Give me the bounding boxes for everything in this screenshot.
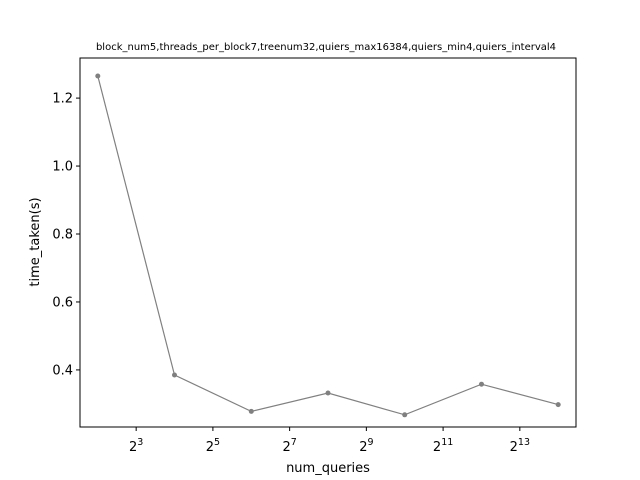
y-axis-label: time_taken(s)	[28, 197, 43, 286]
data-point	[172, 372, 177, 378]
x-tick-label-base: 2	[510, 440, 518, 455]
y-tick-label: 0.4	[52, 363, 73, 378]
x-tick-label-base: 2	[359, 440, 367, 455]
x-tick-label: 211	[433, 437, 453, 455]
y-tick-label: 0.8	[52, 228, 73, 243]
y-tick-label: 0.6	[52, 295, 73, 310]
x-tick-label-exponent: 5	[214, 437, 220, 448]
data-point	[479, 381, 484, 387]
y-axis-ticks: 0.4 0.6 0.8 1.0 1.2	[52, 92, 80, 378]
x-tick-label-exponent: 13	[518, 437, 530, 448]
x-tick-label: 23	[129, 437, 143, 455]
data-point	[248, 408, 254, 414]
series-points	[95, 73, 561, 418]
data-point	[402, 412, 408, 418]
x-tick-label-exponent: 11	[441, 437, 453, 448]
x-tick-label: 29	[359, 437, 373, 455]
y-tick-label: 1.0	[52, 160, 73, 175]
x-tick-label-exponent: 3	[137, 437, 143, 448]
x-tick-label-base: 2	[433, 440, 441, 455]
data-point	[325, 390, 331, 396]
y-tick-label: 1.2	[52, 92, 73, 107]
data-point	[555, 402, 561, 408]
x-tick-label-exponent: 7	[291, 437, 297, 448]
x-tick-label-base: 2	[129, 440, 137, 455]
plot-area	[80, 58, 576, 427]
x-tick-label: 27	[282, 437, 296, 455]
chart-title: block_num5,threads_per_block7,treenum32,…	[96, 42, 556, 53]
data-point	[95, 73, 101, 79]
x-tick-label: 25	[206, 437, 220, 455]
x-tick-label-base: 2	[206, 440, 214, 455]
x-tick-label-base: 2	[282, 440, 290, 455]
x-axis-ticks: 23 25 27 29 211 213	[129, 427, 530, 455]
x-tick-label-exponent: 9	[367, 437, 373, 448]
x-axis-label: num_queries	[286, 461, 370, 476]
x-tick-label: 213	[510, 437, 530, 455]
plot-frame	[79, 57, 577, 428]
